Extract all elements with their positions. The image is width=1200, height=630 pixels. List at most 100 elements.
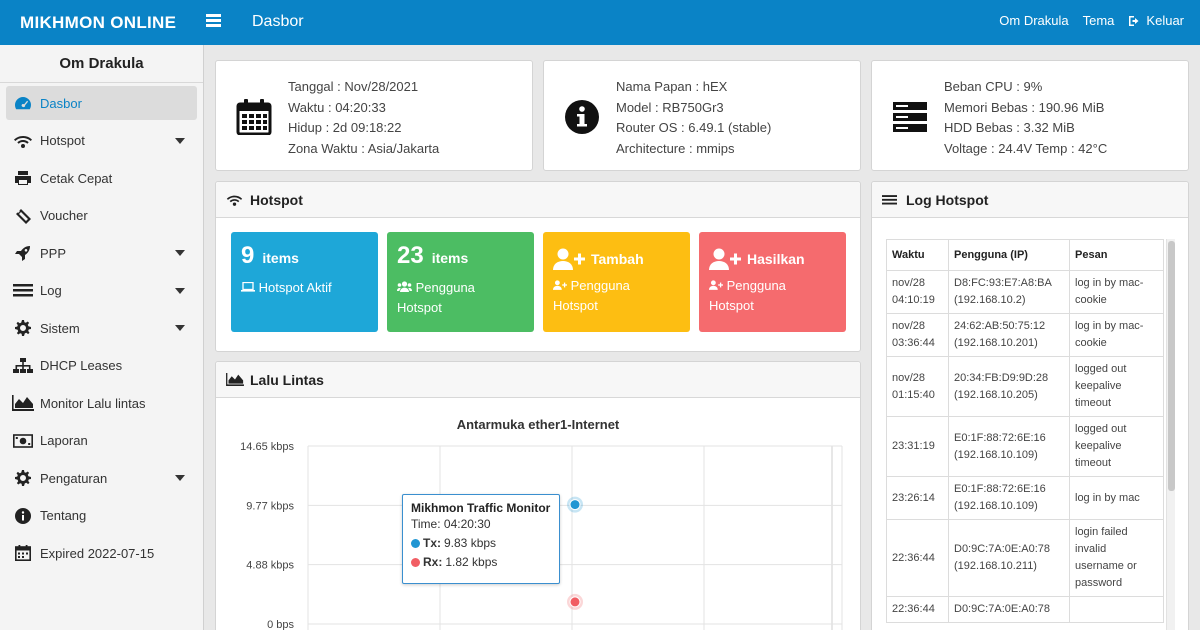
log-cell-line: cookie bbox=[1075, 337, 1107, 349]
calendar-icon bbox=[236, 99, 272, 135]
log-scrollbar[interactable] bbox=[1166, 239, 1175, 630]
logout-button[interactable]: Keluar bbox=[1128, 13, 1184, 28]
sidebar-item-label: PPP bbox=[40, 245, 67, 261]
brand-logo[interactable]: MIKHMON ONLINE bbox=[20, 13, 177, 32]
info-model: Model : RB750Gr3 bbox=[616, 99, 724, 115]
log-cell-msg: log in by mac-cookie bbox=[1069, 313, 1164, 357]
info-time: Waktu : 04:20:33 bbox=[288, 99, 386, 115]
sidebar-item-expired[interactable]: Expired 2022-07-15 bbox=[6, 536, 197, 570]
wifi-icon bbox=[12, 132, 34, 150]
sidebar-item-label: Sistem bbox=[40, 320, 80, 336]
log-cell-line: log in by mac- bbox=[1075, 277, 1144, 289]
log-table-scroll[interactable]: Waktu Pengguna (IP) Pesan nov/28 04:10:19… bbox=[886, 239, 1166, 630]
count-unit: items bbox=[431, 250, 469, 266]
panel-header: Lalu Lintas bbox=[216, 362, 860, 398]
log-cell-user: 20:34:FB:D9:9D:28 (192.168.10.205) bbox=[948, 356, 1070, 417]
theme-link[interactable]: Tema bbox=[1082, 13, 1115, 28]
table-row: nov/28 01:15:40 20:34:FB:D9:9D:28 (192.168.… bbox=[886, 356, 1164, 417]
dashboard-icon bbox=[12, 94, 34, 112]
y-tick-label: 9.77 kbps bbox=[246, 500, 294, 512]
log-cell-line: 01:15:40 bbox=[892, 388, 935, 401]
sidebar-item-dhcp-leases[interactable]: DHCP Leases bbox=[6, 349, 197, 383]
tile-hotspot-users[interactable]: 23 items Pengguna Hotspot bbox=[387, 232, 534, 332]
user-plus-icon bbox=[709, 248, 741, 270]
gear-icon bbox=[12, 319, 34, 337]
chart-tooltip: Mikhmon Traffic Monitor Time: 04:20:30 T… bbox=[402, 494, 560, 584]
sidebar-item-ppp[interactable]: PPP bbox=[6, 236, 197, 270]
log-cell-user: D8:FC:93:E7:A8:BA (192.168.10.2) bbox=[948, 270, 1070, 314]
rocket-icon bbox=[12, 244, 34, 262]
log-cell-line: keepalive bbox=[1075, 440, 1122, 452]
tile-sub: Hotspot Aktif bbox=[241, 278, 368, 298]
log-cell-line: 23:31:19 bbox=[892, 440, 935, 452]
series-tx-point[interactable] bbox=[569, 499, 581, 511]
log-cell-line: log in by mac bbox=[1075, 491, 1140, 504]
log-scrollbar-thumb[interactable] bbox=[1168, 241, 1175, 491]
log-cell-line: E0:1F:88:72:6E:16 bbox=[954, 431, 1046, 444]
sidebar-item-label: Log bbox=[40, 283, 62, 298]
ticket-icon bbox=[12, 207, 34, 225]
log-cell-user: E0:1F:88:72:6E:16 (192.168.10.109) bbox=[948, 476, 1070, 520]
sidebar-item-laporan[interactable]: Laporan bbox=[6, 424, 197, 458]
user-plus-icon bbox=[553, 248, 585, 270]
sidebar-item-voucher[interactable]: Voucher bbox=[6, 199, 197, 233]
logout-label: Keluar bbox=[1146, 13, 1184, 28]
sidebar-item-log[interactable]: Log bbox=[6, 274, 197, 308]
log-cell-line: username or bbox=[1075, 560, 1137, 572]
log-cell-user: D0:9C:7A:0E:A0:78 bbox=[948, 596, 1070, 623]
users-icon bbox=[397, 281, 412, 292]
info-lines: Tanggal : Nov/28/2021 Waktu : 04:20:33 H… bbox=[288, 77, 439, 159]
info-icon bbox=[565, 100, 599, 134]
log-cell-line: logged out bbox=[1075, 363, 1127, 375]
count-number: 23 bbox=[397, 242, 424, 269]
tile-count: 9 items bbox=[241, 242, 368, 270]
log-cell-time: 23:31:19 bbox=[886, 416, 949, 477]
log-cell-line: (192.168.10.211) bbox=[954, 560, 1037, 572]
info-free-hdd: HDD Bebas : 3.32 MiB bbox=[944, 120, 1075, 135]
chart-y-ticks: 14.65 kbps 9.77 kbps 4.88 kbps 0 bps bbox=[240, 441, 294, 630]
log-cell-user: E0:1F:88:72:6E:16 (192.168.10.109) bbox=[948, 416, 1070, 477]
sidebar-item-pengaturan[interactable]: Pengaturan bbox=[6, 461, 197, 495]
sitemap-icon bbox=[12, 357, 34, 375]
top-navbar: MIKHMON ONLINE Dasbor Om Drakula Tema Ke… bbox=[0, 0, 1200, 45]
sidebar-item-cetak-cepat[interactable]: Cetak Cepat bbox=[6, 161, 197, 195]
sidebar-item-hotspot[interactable]: Hotspot bbox=[6, 124, 197, 158]
list-icon bbox=[12, 282, 34, 300]
sidebar-item-sistem[interactable]: Sistem bbox=[6, 311, 197, 345]
tile-label-2: Hotspot bbox=[397, 300, 442, 315]
log-cell-msg: logged out keepalive timeout bbox=[1069, 356, 1164, 417]
log-cell-line: nov/28 bbox=[892, 277, 926, 289]
tile-add-user[interactable]: Tambah Pengguna Hotspot bbox=[543, 232, 690, 332]
log-hotspot-panel: Log Hotspot Waktu Pengguna (IP) Pesan no… bbox=[871, 181, 1189, 630]
log-cell-line: timeout bbox=[1075, 397, 1112, 409]
rx-dot-icon bbox=[411, 557, 420, 567]
tile-hotspot-active[interactable]: 9 items Hotspot Aktif bbox=[231, 232, 378, 332]
sidebar-item-monitor-lalu-lintas[interactable]: Monitor Lalu lintas bbox=[6, 386, 197, 420]
tile-generate-users[interactable]: Hasilkan Pengguna Hotspot bbox=[699, 232, 846, 332]
sidebar-item-label: Cetak Cepat bbox=[40, 170, 113, 186]
log-cell-line: 20:34:FB:D9:9D:28 bbox=[954, 371, 1049, 384]
sidebar-item-label: Dasbor bbox=[40, 95, 82, 111]
menu-toggle-icon[interactable] bbox=[206, 14, 221, 27]
tooltip-row-tx: Tx: 9.83 kbps bbox=[411, 536, 551, 550]
tx-dot-icon bbox=[411, 538, 420, 548]
log-cell-line: invalid bbox=[1075, 543, 1107, 555]
tooltip-rx-value: 1.82 kbps bbox=[445, 555, 498, 569]
series-rx-point[interactable] bbox=[569, 596, 581, 608]
tooltip-time: Time: 04:20:30 bbox=[411, 517, 491, 531]
info-cpu: Beban CPU : 9% bbox=[944, 79, 1043, 94]
calendar-icon bbox=[12, 544, 34, 562]
log-cell-user: D0:9C:7A:0E:A0:78 (192.168.10.211) bbox=[948, 519, 1070, 597]
sidebar: Om Drakula Dasbor Hotspot Cetak Cepat Vo… bbox=[0, 45, 204, 630]
table-row: nov/28 04:10:19 D8:FC:93:E7:A8:BA (192.168.… bbox=[886, 270, 1164, 314]
log-cell-time: 22:36:44 bbox=[886, 596, 949, 623]
area-chart-icon bbox=[226, 373, 244, 387]
sidebar-item-dasbor[interactable]: Dasbor bbox=[6, 86, 197, 120]
panel-title: Lalu Lintas bbox=[250, 371, 324, 388]
log-cell-line: log in by mac- bbox=[1075, 320, 1144, 332]
log-cell-line: logged out bbox=[1075, 423, 1127, 435]
sidebar-item-tentang[interactable]: Tentang bbox=[6, 499, 197, 533]
log-cell-line: 22:36:44 bbox=[892, 551, 935, 564]
user-link[interactable]: Om Drakula bbox=[999, 13, 1069, 28]
tile-label-2: Hotspot bbox=[709, 298, 754, 313]
